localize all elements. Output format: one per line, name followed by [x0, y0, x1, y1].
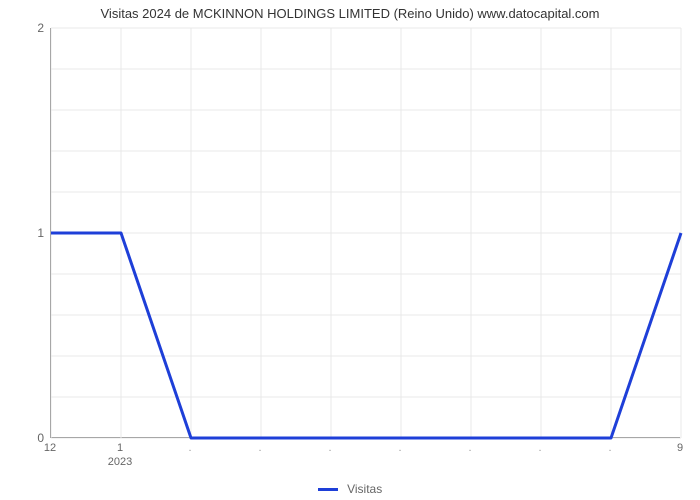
x-minor-tick: . — [188, 442, 191, 454]
chart-title: Visitas 2024 de MCKINNON HOLDINGS LIMITE… — [0, 6, 700, 21]
legend: Visitas — [0, 482, 700, 496]
chart-svg — [51, 28, 681, 438]
chart-container: Visitas 2024 de MCKINNON HOLDINGS LIMITE… — [0, 0, 700, 500]
x-tick-label: 12 — [44, 442, 56, 454]
x-minor-tick: . — [258, 442, 261, 454]
x-secondary-label: 2023 — [108, 456, 132, 468]
x-minor-tick: . — [468, 442, 471, 454]
plot-area — [50, 28, 680, 438]
x-minor-tick: . — [538, 442, 541, 454]
x-minor-tick: . — [398, 442, 401, 454]
x-tick-label: 1 — [117, 442, 123, 454]
y-tick-label: 1 — [37, 226, 44, 240]
x-minor-tick: . — [608, 442, 611, 454]
y-tick-label: 2 — [37, 21, 44, 35]
series-line — [51, 233, 681, 438]
x-tick-label: 9 — [677, 442, 683, 454]
x-minor-tick: . — [328, 442, 331, 454]
legend-label: Visitas — [347, 482, 382, 496]
legend-swatch — [318, 488, 338, 491]
